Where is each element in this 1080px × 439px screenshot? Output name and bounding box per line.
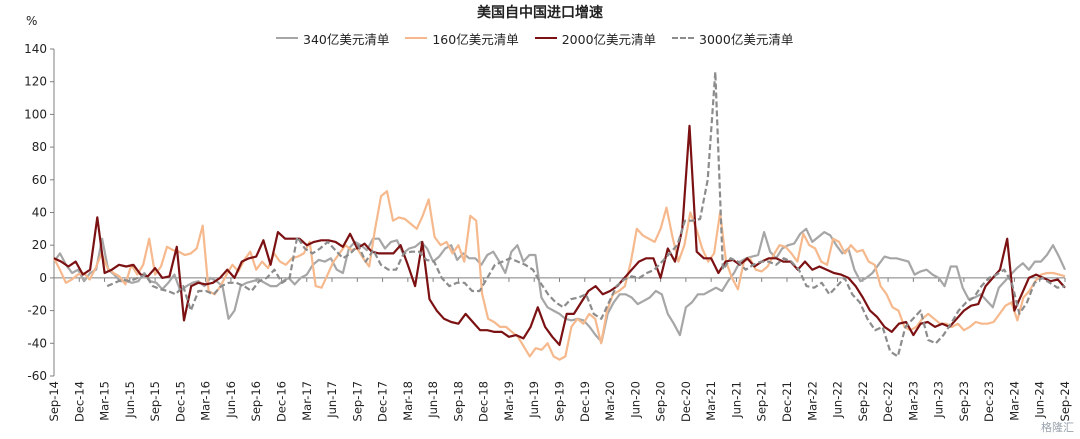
x-tick-label: Mar-24 <box>1007 381 1021 421</box>
y-tick-label: 40 <box>32 206 47 220</box>
x-tick-label: Dec-16 <box>274 381 288 422</box>
x-tick-label: Sep-21 <box>755 381 769 421</box>
legend-label-3: 3000亿美元清单 <box>699 31 794 47</box>
legend-item-2: 2000亿美元清单 <box>534 29 657 48</box>
x-tick-label: Jun-19 <box>527 381 541 419</box>
x-tick-label: Sep-14 <box>47 381 61 421</box>
series-line-1 <box>53 190 1066 361</box>
legend-item-3: 3000亿美元清单 <box>672 29 793 48</box>
x-tick-label: Mar-23 <box>906 381 920 421</box>
legend-label-0: 340亿美元清单 <box>303 31 390 47</box>
x-tick-label: Dec-15 <box>173 381 187 422</box>
x-tick-label: Sep-15 <box>148 381 162 421</box>
x-tick-label: Jun-20 <box>628 381 642 419</box>
x-tick-label: Dec-17 <box>376 381 390 422</box>
legend-label-2: 2000亿美元清单 <box>561 31 657 47</box>
x-tick-label: Dec-23 <box>982 381 996 422</box>
x-tick-label: Jun-16 <box>224 381 238 419</box>
x-tick-label: Dec-18 <box>477 381 491 422</box>
chart-title: 美国自中国进口增速 <box>477 5 603 21</box>
x-tick-label: Jun-21 <box>729 381 743 419</box>
x-tick-label: Sep-19 <box>553 381 567 421</box>
x-tick-label: Jun-17 <box>325 381 339 419</box>
x-tick-label: Jun-15 <box>123 381 137 419</box>
x-tick-label: Mar-15 <box>98 381 112 421</box>
y-tick-label: 80 <box>32 140 47 154</box>
legend-swatch-0 <box>276 37 298 39</box>
x-tick-label: Mar-16 <box>199 381 213 421</box>
legend-swatch-2 <box>534 37 557 39</box>
x-tick-label: Sep-24 <box>1058 381 1072 421</box>
x-tick-label: Dec-20 <box>679 381 693 422</box>
x-tick-label: Dec-21 <box>780 381 794 422</box>
series-line-2 <box>53 124 1066 346</box>
x-tick-label: Mar-21 <box>704 381 718 421</box>
x-tick-label: Jun-23 <box>932 381 946 419</box>
y-unit-label: % <box>26 14 37 28</box>
x-tick-label: Sep-22 <box>856 381 870 421</box>
y-tick-label: -20 <box>27 304 47 318</box>
x-tick-label: Jun-24 <box>1033 381 1047 419</box>
x-tick-label: Jun-22 <box>831 381 845 419</box>
x-tick-label: Sep-23 <box>957 381 971 421</box>
x-tick-label: Mar-20 <box>603 381 617 421</box>
x-tick-label: Mar-17 <box>300 381 314 421</box>
x-tick-label: Dec-22 <box>881 381 895 422</box>
y-tick-label: 20 <box>32 238 47 252</box>
y-tick-label: 60 <box>32 173 47 187</box>
x-tick-label: Sep-20 <box>654 381 668 421</box>
y-tick-label: 0 <box>39 271 47 285</box>
y-tick-label: -60 <box>27 369 47 383</box>
y-tick-label: 140 <box>24 42 47 56</box>
x-tick-label: Mar-18 <box>401 381 415 421</box>
chart-legend: 340亿美元清单 160亿美元清单 2000亿美元清单 3000亿美元清单 <box>276 28 809 48</box>
y-tick-label: -40 <box>27 336 47 350</box>
x-tick-label: Sep-16 <box>249 381 263 421</box>
legend-label-1: 160亿美元清单 <box>432 31 519 47</box>
series-line-3 <box>106 70 1066 358</box>
y-tick-label: 100 <box>24 107 47 121</box>
x-tick-label: Sep-17 <box>350 381 364 421</box>
y-tick-label: 120 <box>24 75 47 89</box>
x-tick-label: Sep-18 <box>451 381 465 421</box>
x-tick-label: Jun-18 <box>426 381 440 419</box>
x-tick-label: Dec-14 <box>72 381 86 422</box>
legend-swatch-3 <box>672 37 695 39</box>
legend-item-0: 340亿美元清单 <box>276 29 389 48</box>
x-tick-label: Mar-19 <box>502 381 516 421</box>
legend-item-1: 160亿美元清单 <box>405 29 519 48</box>
x-tick-label: Dec-19 <box>578 381 592 422</box>
watermark-text: 格隆汇 <box>1041 421 1074 434</box>
x-tick-label: Mar-22 <box>805 381 819 421</box>
legend-swatch-1 <box>405 37 428 39</box>
